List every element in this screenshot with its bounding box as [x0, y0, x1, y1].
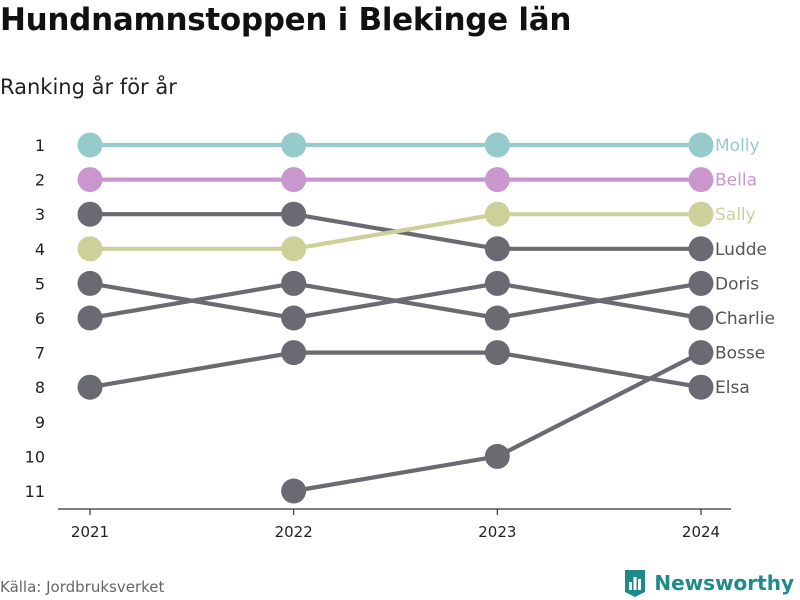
x-tick-label: 2023 — [478, 523, 516, 541]
bar-chart-icon — [625, 570, 646, 597]
series-label-ludde: Ludde — [715, 240, 767, 260]
series-points — [77, 132, 714, 504]
series-label-molly: Molly — [715, 136, 760, 156]
series-line-sally — [87, 212, 704, 251]
point-sally — [77, 236, 103, 262]
series-lines — [87, 142, 704, 494]
point-bosse — [281, 478, 307, 504]
point-molly — [281, 132, 307, 158]
y-axis-ticks: 1 2 3 4 5 6 7 8 9 10 11 — [25, 136, 45, 501]
brand-logo: Newsworthy — [623, 568, 794, 598]
point-sally — [688, 201, 714, 227]
series-line-bosse — [291, 350, 704, 494]
source-note: Källa: Jordbruksverket — [0, 578, 165, 596]
point-doris — [281, 270, 307, 296]
point-bosse — [688, 340, 714, 366]
point-bosse — [484, 443, 510, 469]
point-molly — [688, 132, 714, 158]
point-sally — [484, 201, 510, 227]
series-line-elsa — [87, 350, 704, 390]
series-label-sally: Sally — [715, 205, 756, 225]
y-tick-label: 7 — [35, 344, 45, 363]
y-tick-label: 5 — [35, 274, 45, 293]
x-axis: 2021 2022 2023 2024 — [58, 508, 731, 541]
point-doris — [484, 305, 510, 331]
point-ludde — [484, 236, 510, 262]
point-elsa — [688, 374, 714, 400]
chart-subtitle: Ranking år för år — [0, 75, 177, 99]
y-tick-label: 9 — [35, 413, 45, 432]
point-elsa — [484, 340, 510, 366]
y-tick-label: 3 — [35, 205, 45, 224]
point-bella — [77, 167, 103, 193]
brand-name: Newsworthy — [654, 571, 794, 595]
y-tick-label: 2 — [35, 171, 45, 190]
series-label-bosse: Bosse — [715, 344, 765, 364]
point-charlie — [281, 305, 307, 331]
x-tick-label: 2024 — [682, 523, 720, 541]
point-charlie — [77, 270, 103, 296]
point-doris — [688, 270, 714, 296]
point-charlie — [688, 305, 714, 331]
series-line-charlie — [87, 281, 704, 321]
series-label-bella: Bella — [715, 171, 757, 191]
point-molly — [77, 132, 103, 158]
y-tick-label: 6 — [35, 309, 45, 328]
chart-title: Hundnamnstoppen i Blekinge län — [0, 2, 572, 38]
point-molly — [484, 132, 510, 158]
point-charlie — [484, 270, 510, 296]
point-elsa — [77, 374, 103, 400]
point-ludde — [688, 236, 714, 262]
x-tick-label: 2022 — [275, 523, 313, 541]
point-bella — [688, 167, 714, 193]
y-tick-label: 11 — [25, 482, 45, 501]
series-labels: Ludde Doris Charlie Bosse Elsa Molly Bella Sall… — [715, 136, 775, 398]
point-bella — [281, 167, 307, 193]
point-elsa — [281, 340, 307, 366]
series-label-doris: Doris — [715, 274, 759, 294]
point-doris — [77, 305, 103, 331]
x-tick-label: 2021 — [71, 523, 109, 541]
y-tick-label: 1 — [35, 136, 45, 155]
y-tick-label: 4 — [35, 240, 45, 259]
point-bella — [484, 167, 510, 193]
point-sally — [281, 236, 307, 262]
series-label-elsa: Elsa — [715, 378, 750, 398]
y-tick-label: 10 — [25, 447, 45, 466]
point-ludde — [281, 201, 307, 227]
series-label-charlie: Charlie — [715, 309, 775, 329]
y-tick-label: 8 — [35, 378, 45, 397]
point-ludde — [77, 201, 103, 227]
